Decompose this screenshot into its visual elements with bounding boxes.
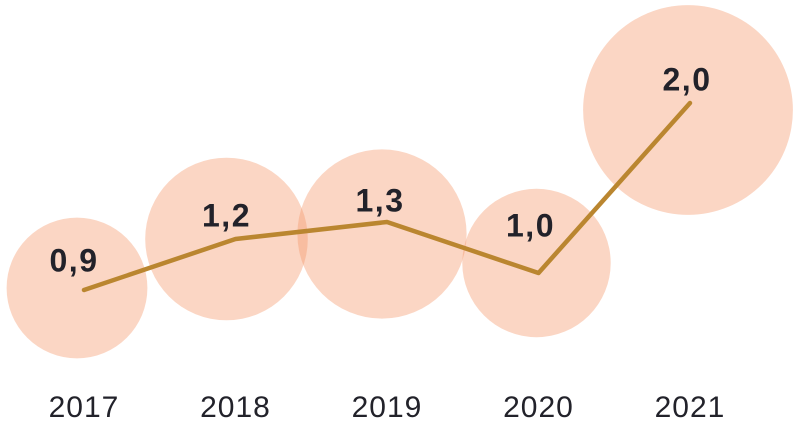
value-label-2019: 1,3 (356, 183, 405, 219)
trend-line (81, 100, 693, 293)
bubble-2019 (297, 149, 467, 319)
value-label-2018: 1,2 (202, 198, 251, 234)
year-label-2019: 2019 (352, 391, 423, 424)
year-label-2021: 2021 (655, 391, 726, 424)
value-label-2020: 1,0 (506, 208, 555, 244)
value-label-2017: 0,9 (50, 243, 99, 279)
bubble-2020 (462, 188, 611, 338)
year-label-2020: 2020 (503, 391, 574, 424)
bubble-2021 (583, 5, 793, 215)
year-label-2017: 2017 (49, 391, 120, 424)
bubble-2017 (6, 217, 148, 359)
bubble-2018 (145, 157, 308, 321)
value-label-2021: 2,0 (663, 62, 712, 98)
year-label-2018: 2018 (200, 391, 271, 424)
